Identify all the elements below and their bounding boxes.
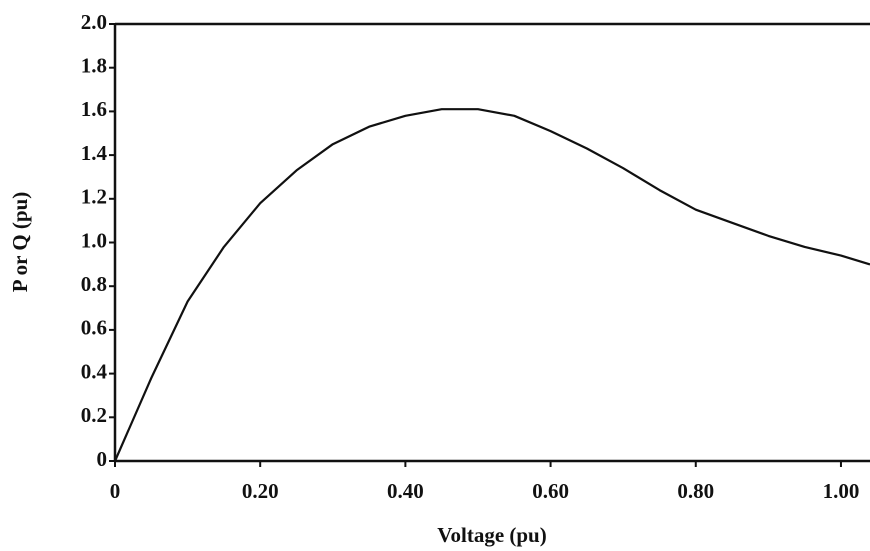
y-tick-label: 2.0 bbox=[81, 10, 107, 34]
y-tick-label: 0.6 bbox=[81, 316, 107, 340]
y-tick-label: 0.2 bbox=[81, 403, 107, 427]
y-tick-label: 1.2 bbox=[81, 185, 107, 209]
x-axis-label: Voltage (pu) bbox=[437, 523, 546, 547]
x-tick-label: 0.80 bbox=[677, 479, 714, 503]
y-tick-label: 0.4 bbox=[81, 359, 108, 383]
y-axis-label: P or Q (pu) bbox=[8, 192, 32, 293]
x-tick-label: 0 bbox=[110, 479, 121, 503]
x-tick-label: 0.60 bbox=[532, 479, 569, 503]
y-tick-label: 1.8 bbox=[81, 54, 107, 78]
x-tick-label: 0.20 bbox=[242, 479, 279, 503]
y-tick-label: 0 bbox=[97, 447, 108, 471]
y-tick-label: 1.6 bbox=[81, 97, 107, 121]
y-tick-label: 1.4 bbox=[81, 141, 108, 165]
line-series bbox=[113, 108, 870, 462]
x-tick-label: 0.40 bbox=[387, 479, 424, 503]
y-tick-label: 1.0 bbox=[81, 228, 107, 252]
x-tick-label: 1.00 bbox=[823, 479, 860, 503]
y-tick-label: 0.8 bbox=[81, 272, 107, 296]
